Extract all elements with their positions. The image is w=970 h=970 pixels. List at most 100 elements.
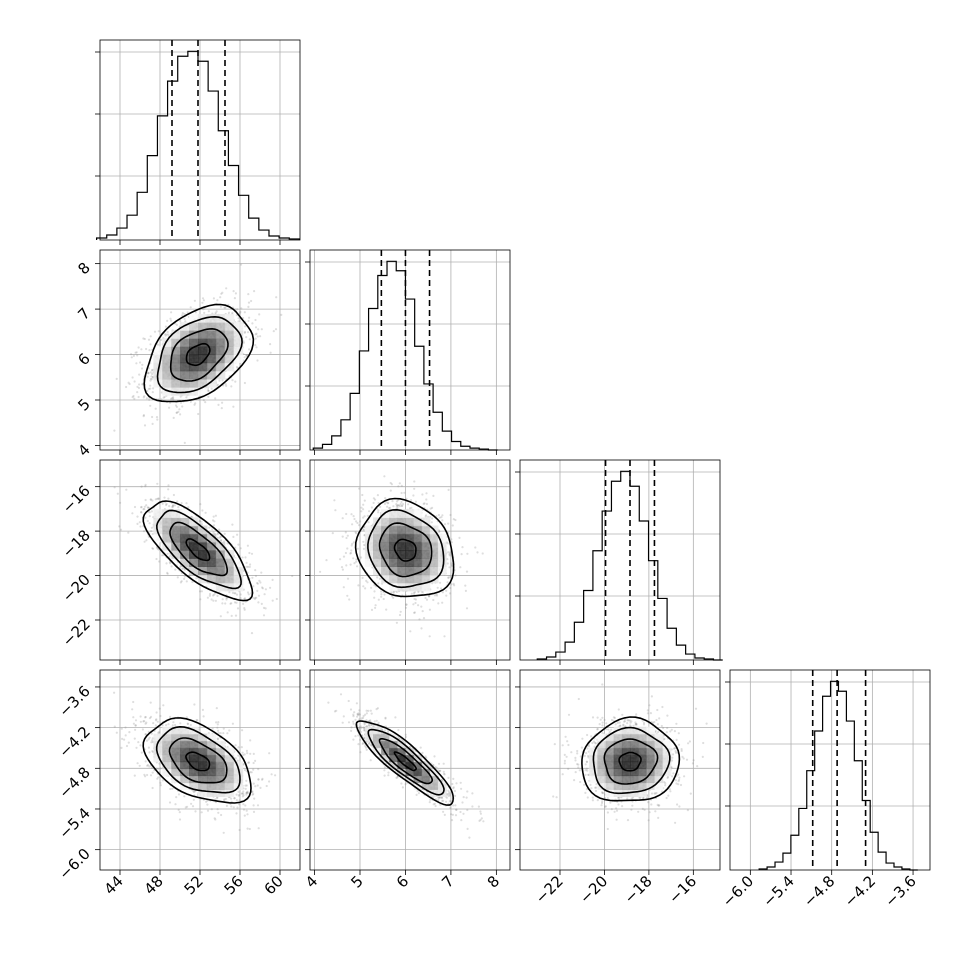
scatter-point bbox=[135, 351, 138, 354]
scatter-point bbox=[240, 307, 243, 310]
scatter-point bbox=[361, 576, 364, 580]
scatter-point bbox=[140, 348, 143, 351]
scatter-point bbox=[193, 403, 196, 406]
density-cell bbox=[413, 509, 423, 518]
scatter-point bbox=[185, 580, 188, 583]
scatter-point bbox=[353, 562, 356, 565]
scatter-point bbox=[465, 570, 469, 573]
density-cell bbox=[206, 574, 217, 584]
scatter-point bbox=[169, 787, 172, 791]
scatter-point bbox=[220, 407, 223, 410]
scatter-point bbox=[149, 387, 152, 390]
scatter-point bbox=[179, 581, 182, 584]
density-cell bbox=[171, 362, 181, 372]
density-cell bbox=[429, 541, 439, 551]
scatter-point bbox=[421, 590, 424, 594]
scatter-point bbox=[423, 502, 426, 505]
scatter-point bbox=[208, 594, 211, 597]
scatter-point bbox=[363, 515, 366, 518]
scatter-point bbox=[233, 601, 237, 604]
scatter-point bbox=[219, 615, 222, 618]
scatter-point bbox=[271, 599, 274, 602]
density-cell bbox=[389, 517, 398, 527]
scatter-point bbox=[238, 799, 241, 802]
scatter-point bbox=[200, 520, 203, 523]
scatter-point bbox=[204, 511, 207, 514]
density-cell bbox=[215, 370, 226, 380]
density-cell bbox=[171, 509, 181, 518]
scatter-point bbox=[216, 738, 220, 741]
scatter-point bbox=[464, 584, 467, 587]
scatter-point bbox=[362, 540, 365, 543]
scatter-point bbox=[449, 513, 452, 517]
scatter-point bbox=[430, 521, 433, 524]
scatter-point bbox=[191, 805, 195, 808]
density-cell bbox=[153, 533, 163, 543]
density-cell bbox=[162, 362, 172, 372]
scatter-point bbox=[206, 809, 210, 812]
scatter-point bbox=[420, 627, 423, 630]
histogram-param-0 bbox=[96, 50, 300, 240]
scatter-point bbox=[143, 395, 146, 398]
scatter-point bbox=[243, 607, 246, 610]
scatter-point bbox=[254, 574, 258, 578]
scatter-point bbox=[342, 586, 345, 589]
density-cell bbox=[389, 582, 398, 592]
scatter-point bbox=[125, 488, 128, 491]
scatter-point bbox=[138, 764, 141, 767]
scatter-point bbox=[150, 378, 153, 381]
scatter-point bbox=[149, 335, 152, 338]
scatter-point bbox=[157, 497, 160, 500]
scatter-point bbox=[252, 792, 255, 796]
scatter-point bbox=[345, 564, 348, 567]
density-cell bbox=[189, 322, 199, 331]
scatter-point bbox=[135, 362, 138, 365]
scatter-point bbox=[239, 263, 243, 266]
scatter-point bbox=[446, 542, 449, 545]
density-cell bbox=[189, 566, 199, 576]
density-cell bbox=[171, 387, 181, 396]
scatter-point bbox=[427, 594, 430, 598]
density-cell bbox=[215, 541, 226, 551]
scatter-point bbox=[344, 531, 347, 534]
scatter-point bbox=[221, 598, 224, 601]
scatter-point bbox=[183, 575, 186, 578]
scatter-point bbox=[365, 579, 368, 583]
scatter-point bbox=[215, 721, 218, 724]
scatter-point bbox=[119, 528, 123, 531]
scatter-point bbox=[136, 522, 139, 526]
scatter-point bbox=[237, 543, 240, 546]
scatter-point bbox=[202, 399, 205, 402]
scatter-point bbox=[214, 397, 217, 400]
scatter-point bbox=[168, 561, 171, 564]
scatter-point bbox=[275, 296, 278, 299]
scatter-point bbox=[212, 297, 215, 300]
density-cell bbox=[189, 378, 199, 388]
scatter-point bbox=[218, 528, 221, 531]
scatter-point bbox=[245, 354, 248, 357]
hist-panel-param-1 bbox=[305, 249, 511, 451]
scatter-point bbox=[149, 404, 152, 407]
density-cell bbox=[198, 322, 208, 331]
scatter-point bbox=[377, 509, 380, 512]
density-cell bbox=[381, 566, 390, 576]
scatter-point bbox=[246, 544, 249, 547]
scatter-point bbox=[216, 797, 219, 800]
density-cell bbox=[364, 558, 374, 567]
density-cell bbox=[224, 338, 235, 347]
scatter-point bbox=[355, 532, 358, 535]
scatter-point bbox=[252, 597, 255, 600]
scatter-point bbox=[449, 592, 452, 595]
scatter-point bbox=[246, 565, 250, 569]
scatter-point bbox=[253, 290, 256, 293]
scatter-point bbox=[148, 522, 151, 525]
density-cell bbox=[421, 541, 431, 551]
scatter-point bbox=[409, 499, 413, 502]
scatter-point bbox=[257, 827, 260, 830]
scatter-point bbox=[474, 546, 477, 549]
contour-level-2 bbox=[155, 509, 242, 590]
density-cell bbox=[364, 541, 374, 551]
panel-frame bbox=[729, 669, 931, 871]
scatter-point bbox=[319, 570, 322, 573]
scatter-point bbox=[170, 397, 173, 400]
